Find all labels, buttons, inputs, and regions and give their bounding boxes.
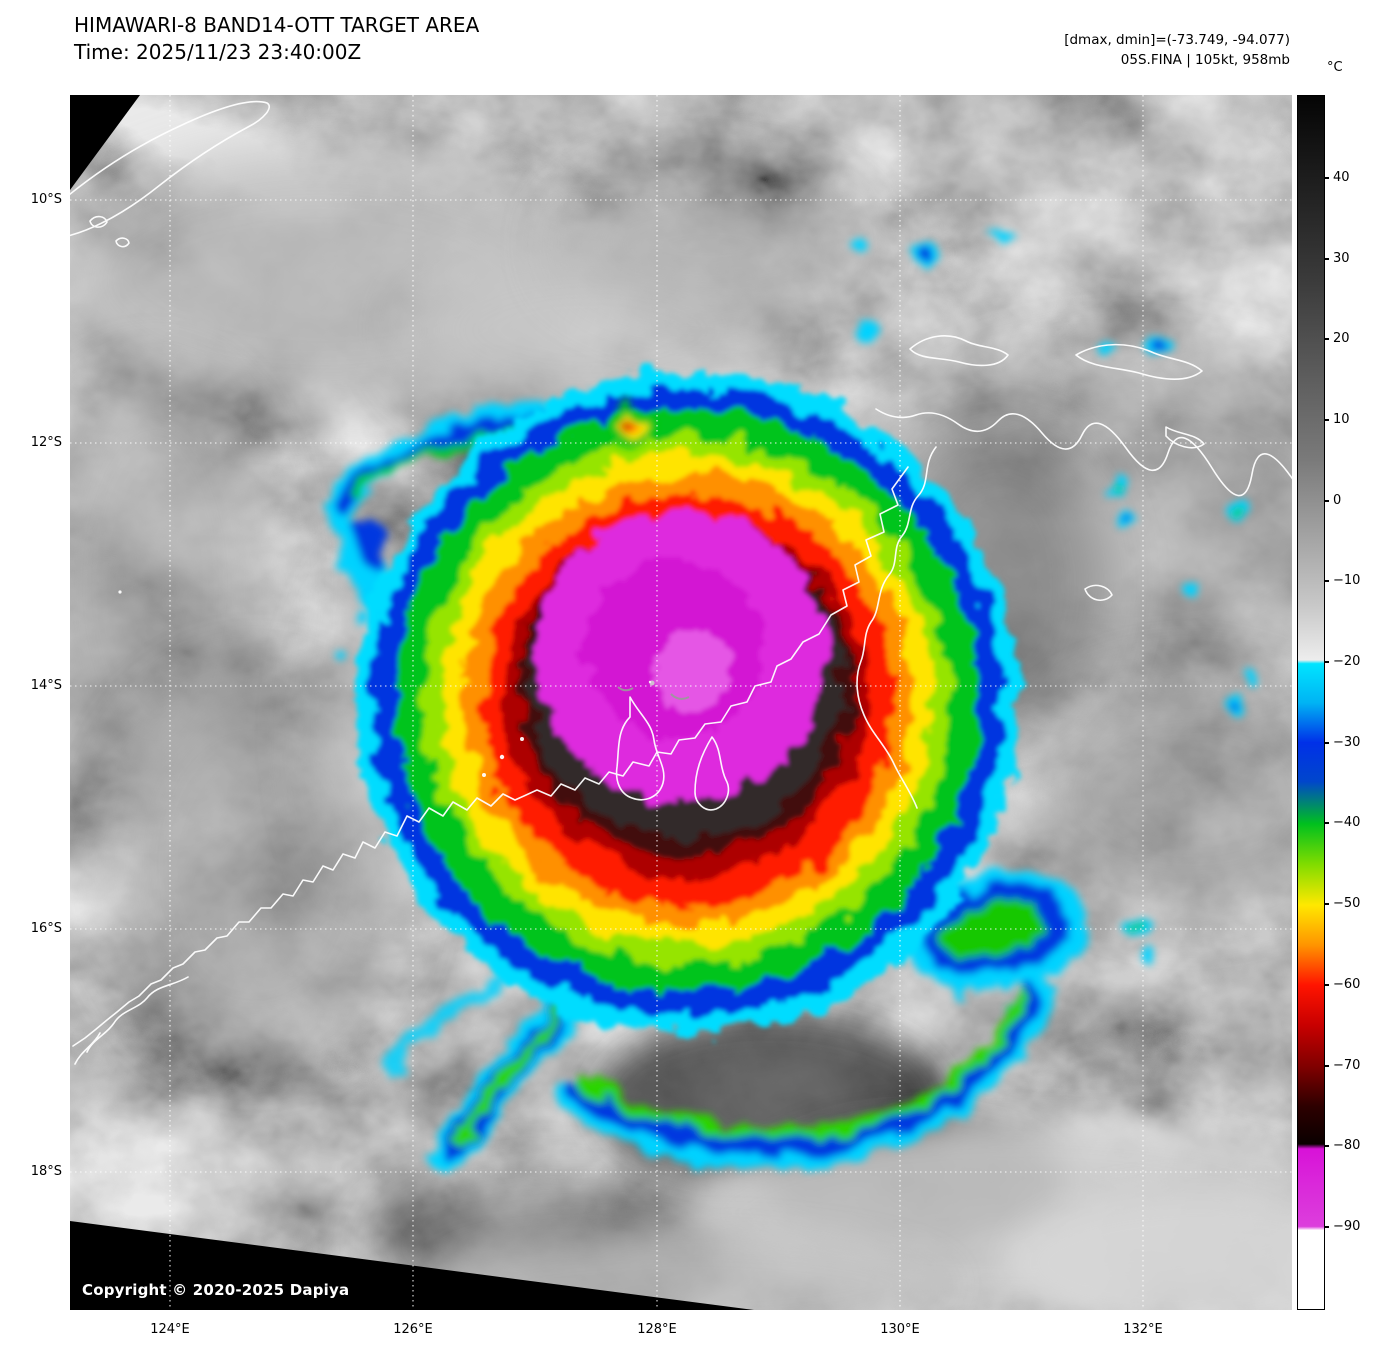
dmax-dmin-readout: [dmax, dmin]=(-73.749, -94.077)	[1064, 32, 1290, 48]
header: HIMAWARI-8 BAND14-OTT TARGET AREA Time: …	[74, 12, 479, 66]
colorbar-tick: −80	[1323, 1138, 1361, 1153]
colorbar-tick: −50	[1323, 896, 1361, 911]
colorbar-tick: −30	[1323, 735, 1361, 750]
colorbar-tick: 20	[1324, 331, 1350, 346]
colorbar-tick: −60	[1323, 977, 1361, 992]
colorbar-tick: 10	[1324, 412, 1350, 427]
satellite-image	[70, 95, 1292, 1310]
grid-lines	[70, 95, 1292, 1310]
lon-label: 128°E	[637, 1322, 677, 1337]
storm-info: 05S.FINA | 105kt, 958mb	[1120, 52, 1290, 68]
colorbar-tick: 30	[1324, 251, 1350, 266]
copyright-text: Copyright © 2020-2025 Dapiya	[82, 1281, 350, 1299]
colorbar-tick: 40	[1324, 170, 1350, 185]
cyclone-core	[356, 371, 1020, 1035]
page-title: HIMAWARI-8 BAND14-OTT TARGET AREA	[74, 13, 480, 37]
colorbar-tick: −20	[1323, 654, 1361, 669]
timestamp: Time: 2025/11/23 23:40:00Z	[74, 40, 362, 64]
lat-label: 18°S	[30, 1164, 62, 1179]
colorbar-unit: °C	[1327, 60, 1343, 75]
lat-label: 10°S	[30, 192, 62, 207]
no-data-mask	[70, 95, 754, 1310]
lat-label: 14°S	[30, 678, 62, 693]
satellite-map: Copyright © 2020-2025 Dapiya	[70, 95, 1292, 1310]
coastlines	[70, 100, 1292, 1065]
lon-label: 132°E	[1123, 1322, 1163, 1337]
colorbar-tick: 0	[1323, 493, 1342, 508]
lon-label: 130°E	[880, 1322, 920, 1337]
lat-label: 12°S	[30, 435, 62, 450]
colorbar-tick: −10	[1323, 573, 1361, 588]
colorbar-tick: −90	[1323, 1219, 1361, 1234]
header-meta: [dmax, dmin]=(-73.749, -94.077) 05S.FINA…	[1064, 30, 1290, 70]
temperature-colorbar	[1297, 95, 1325, 1310]
convective-cells	[334, 233, 1252, 965]
outer-rainbands	[323, 399, 1091, 1174]
cloud-structures	[70, 150, 1292, 1310]
lat-label: 16°S	[30, 921, 62, 936]
colorbar-tick: −70	[1323, 1058, 1361, 1073]
eye-details	[617, 680, 690, 700]
lon-label: 126°E	[393, 1322, 433, 1337]
lon-label: 124°E	[150, 1322, 190, 1337]
colorbar-tick: −40	[1323, 815, 1361, 830]
